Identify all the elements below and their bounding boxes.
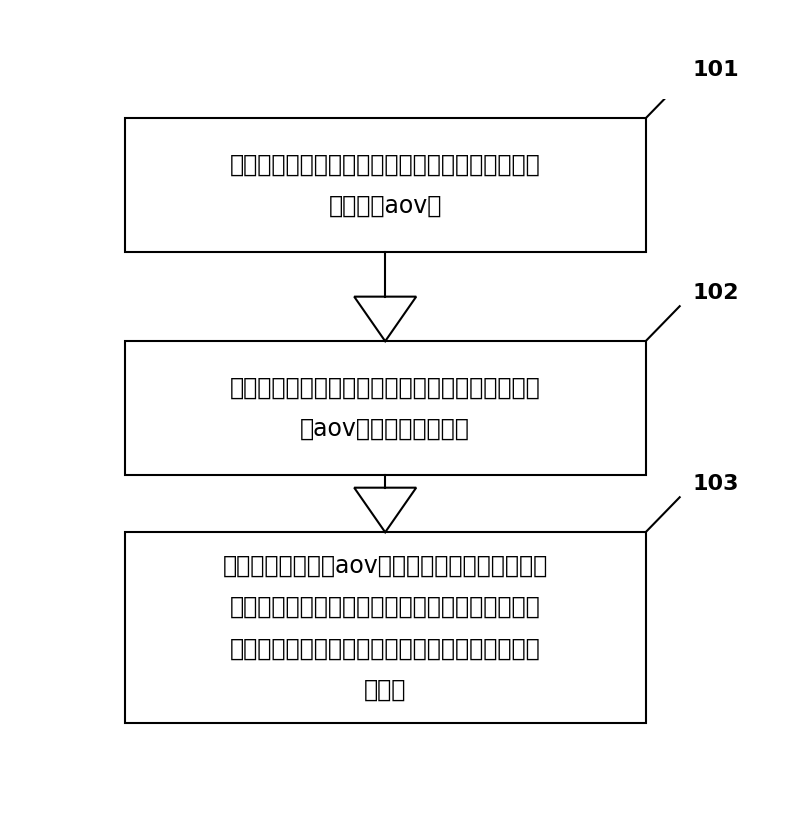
Polygon shape — [354, 297, 416, 342]
Text: 锁状态: 锁状态 — [364, 678, 406, 702]
Text: 个策略选择牺牲线程，让其失败返回，从而破除死: 个策略选择牺牲线程，让其失败返回，从而破除死 — [230, 637, 541, 661]
Text: 数据检测线程间是否存在死锁，若存在，则应用某: 数据检测线程间是否存在死锁，若存在，则应用某 — [230, 595, 541, 619]
Text: 解锁过程中更新线程之间的这种等待关系信息，更: 解锁过程中更新线程之间的这种等待关系信息，更 — [230, 375, 541, 399]
Polygon shape — [354, 488, 416, 533]
Text: 死锁检测线程拷贝aov矩阵的一个备份，利用备份: 死锁检测线程拷贝aov矩阵的一个备份，利用备份 — [222, 554, 548, 578]
Text: 邻接矩阵aov中: 邻接矩阵aov中 — [329, 194, 442, 218]
Text: 加锁过程中生成线程之间的等待关系信息，记录在: 加锁过程中生成线程之间的等待关系信息，记录在 — [230, 152, 541, 176]
Bar — [125, 342, 646, 475]
Text: 102: 102 — [692, 283, 738, 303]
Bar — [125, 533, 646, 724]
Text: 改aov矩阵中的相应数据: 改aov矩阵中的相应数据 — [300, 417, 470, 441]
Text: 101: 101 — [692, 60, 738, 80]
Text: 103: 103 — [692, 474, 738, 494]
Bar — [125, 118, 646, 252]
